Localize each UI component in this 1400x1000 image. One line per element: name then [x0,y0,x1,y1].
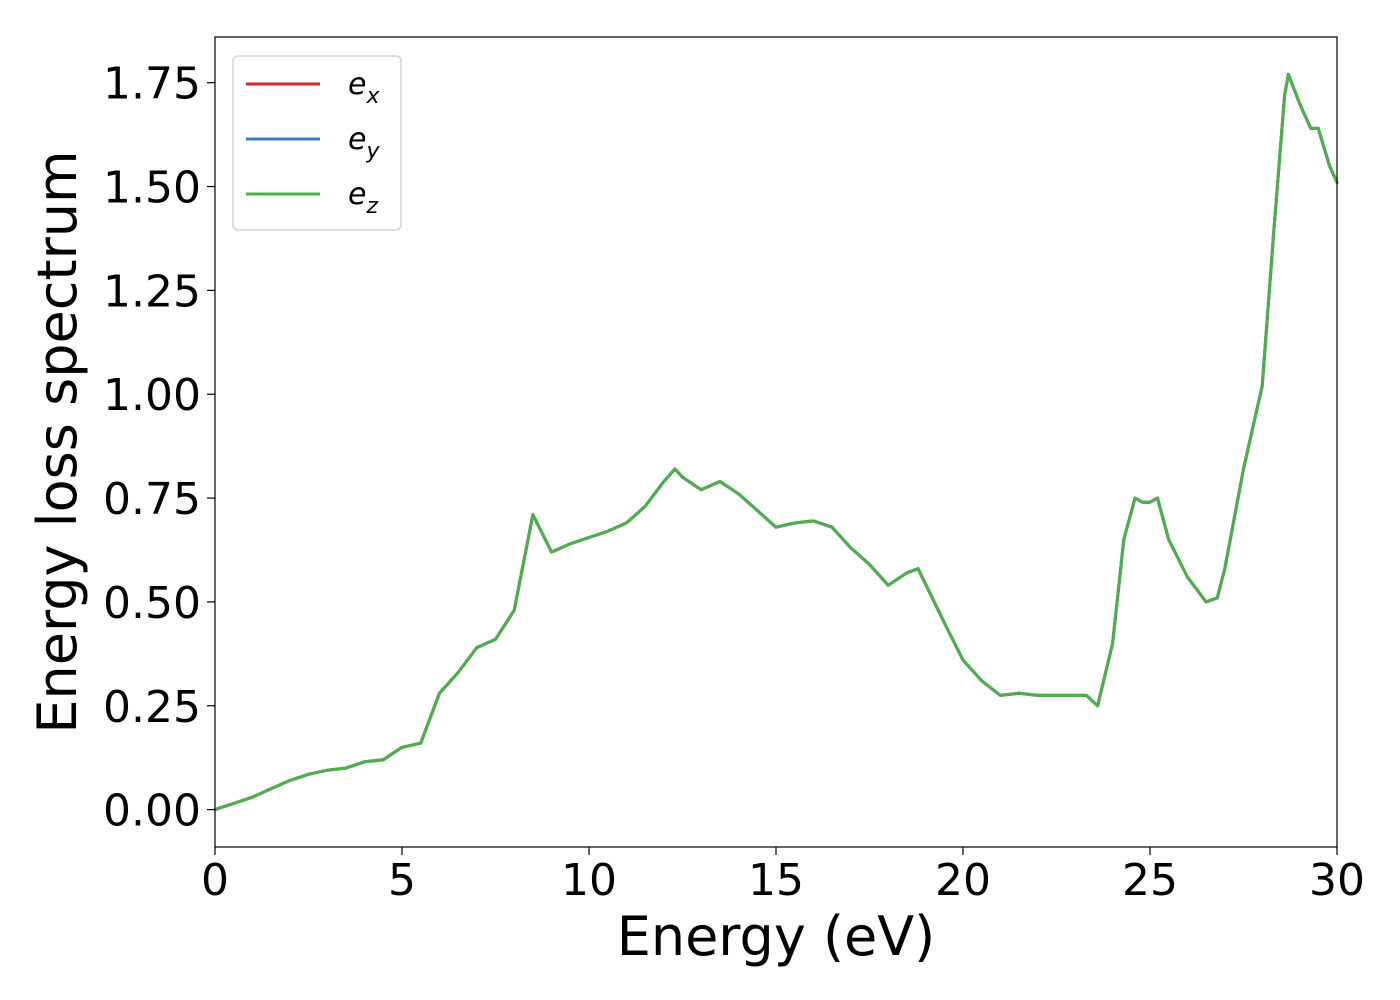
y-tick-label: 1.75 [103,59,201,110]
x-tick-label: 5 [388,855,416,906]
y-tick-label: 1.25 [103,266,201,317]
y-tick-label: 0.75 [103,474,201,525]
y-tick-label: 0.50 [103,578,201,629]
x-tick-label: 10 [561,855,617,906]
legend-label-x: ex [348,67,380,109]
x-tick-label: 0 [201,855,229,906]
x-tick-label: 25 [1122,855,1178,906]
legend-label-z: ez [348,177,378,219]
x-tick-label: 20 [935,855,991,906]
x-tick-label: 30 [1309,855,1365,906]
y-tick-label: 1.00 [103,370,201,421]
y-tick-label: 1.50 [103,163,201,214]
legend-label-y: ey [348,122,380,164]
x-axis-title: Energy (eV) [617,905,936,968]
legend-box [232,55,402,231]
x-axis: 0 5 10 15 20 25 30 [201,847,1365,906]
x-tick-label: 15 [748,855,804,906]
series-line-z [213,72,1339,812]
y-tick-label: 0.00 [103,786,201,837]
y-axis: 0.00 0.25 0.50 0.75 1.00 1.25 1.50 1.75 [103,59,215,837]
y-axis-title: Energy loss spectrum [26,150,89,733]
y-tick-label: 0.25 [103,682,201,733]
legend: ex ey ez [232,55,402,231]
series-layer [213,72,1339,812]
